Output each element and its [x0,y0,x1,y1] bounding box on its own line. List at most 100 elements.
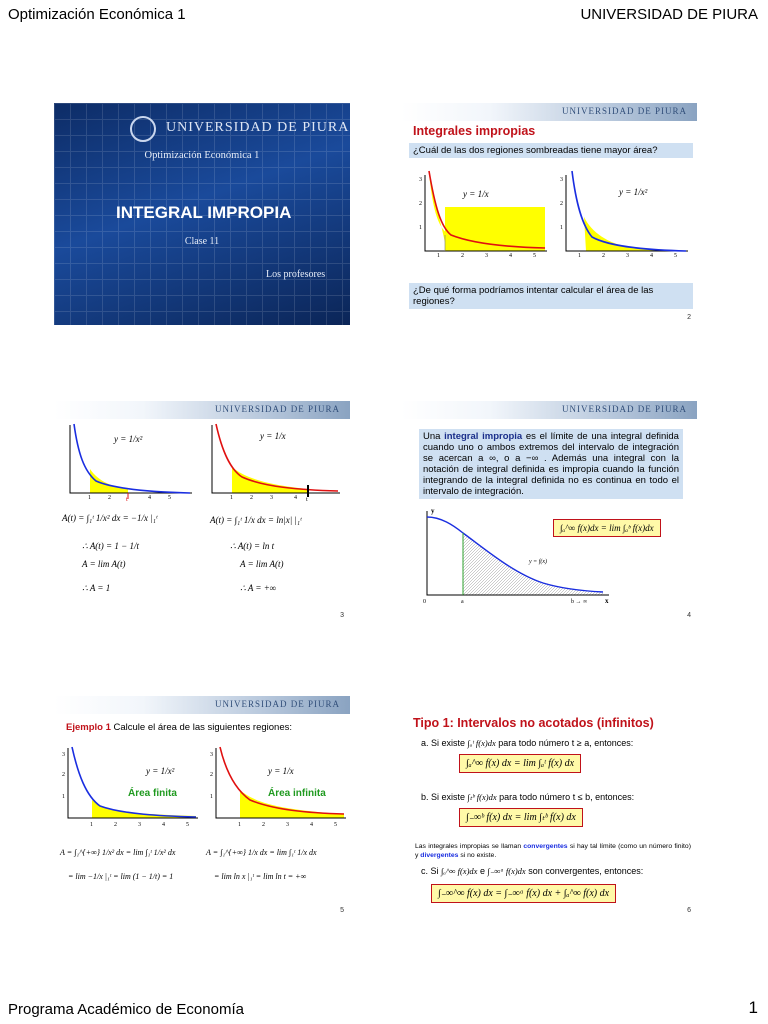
svg-text:3: 3 [286,822,289,828]
equation-left-1: A = ∫₁^{+∞} 1/x² dx = lim ∫₁ᵗ 1/x² dx [60,848,176,857]
example-text: Calcule el área de las siguientes region… [110,722,293,733]
svg-text:y: y [431,509,435,515]
example-heading: Ejemplo 1 Calcule el área de las siguien… [66,722,292,733]
definition-box: Una integral impropia es el límite de un… [419,429,683,499]
case-a-label: a. Si existe [421,738,466,748]
svg-text:4: 4 [650,253,653,259]
case-c-conj: e [479,866,485,876]
slide-banner: UNIVERSIDAD DE PIURA [401,103,697,121]
svg-text:2: 2 [560,201,563,207]
case-c-integral-1: ∫ₐ^∞ f(x)dx [441,866,478,876]
svg-text:1: 1 [88,495,91,501]
svg-text:1: 1 [419,225,422,231]
case-b-integral: ∫ₜᵇ f(x)dx [467,792,497,802]
slide-integrales-impropias: UNIVERSIDAD DE PIURA Integrales impropia… [401,103,697,325]
banner-text: UNIVERSIDAD DE PIURA [562,404,687,414]
graph-left-label: y = 1/x² [114,434,143,444]
slide-tipo-1: Tipo 1: Intervalos no acotados (infinito… [401,696,697,918]
svg-text:1: 1 [62,794,65,800]
curve [428,170,546,249]
svg-text:1: 1 [578,253,581,259]
svg-text:4: 4 [148,495,151,501]
equation-right-1: A(t) = ∫₁ᵗ 1/x dx = ln|x| |₁ᵗ [210,515,302,525]
svg-text:t: t [306,497,308,501]
svg-text:3: 3 [419,177,422,183]
case-b-label: b. Si existe [421,792,466,802]
banner-text: UNIVERSIDAD DE PIURA [215,699,340,709]
question-box-2: ¿De qué forma podríamos intentar calcula… [409,283,693,309]
slide-banner: UNIVERSIDAD DE PIURA [54,696,350,714]
slide-title: UNIVERSIDAD DE PIURA Optimización Económ… [54,103,350,325]
svg-text:3: 3 [560,177,563,183]
graph-right-label: y = 1/x² [619,187,648,197]
slide-main-title: INTEGRAL IMPROPIA [116,203,292,222]
graph-right: 1 2 3 4 5 3 2 1 [560,170,688,259]
header-university: UNIVERSIDAD DE PIURA [580,6,758,23]
case-c-label: c. Si [421,866,439,876]
graph-left: 1 2 3 4 5 3 2 1 [62,746,198,828]
svg-text:5: 5 [186,822,189,828]
slide-number: 2 [687,314,691,321]
case-c-text: son convergentes, entonces: [528,866,644,876]
slide-example: UNIVERSIDAD DE PIURA Ejemplo 1 Calcule e… [54,696,350,918]
convergence-note: Las integrales impropias se llaman conve… [415,842,691,860]
svg-text:2: 2 [62,772,65,778]
svg-text:4: 4 [509,253,512,259]
definition-formula: ∫ₐ^∞ f(x)dx = lim ∫ₐᵇ f(x)dx [553,519,661,537]
definition-term: integral impropia [444,431,523,442]
svg-text:5: 5 [533,253,536,259]
slide-area-calculation: UNIVERSIDAD DE PIURA 1 2 t 4 5 y = 1/x² 1 2 3 4… [54,401,350,623]
equation-right-2: = lim ln x |₁ᵗ = lim ln t = +∞ [214,872,307,881]
svg-text:1: 1 [560,225,563,231]
svg-text:3: 3 [270,495,273,501]
equation-right-4: ∴ A = +∞ [240,583,277,593]
svg-text:2: 2 [108,495,111,501]
curve [571,170,687,252]
graph-right: 1 2 3 4 5 3 2 1 [210,746,346,828]
svg-text:4: 4 [162,822,165,828]
slide-definition: UNIVERSIDAD DE PIURA Una integral improp… [401,401,697,623]
case-a-formula: ∫ₐ^∞ f(x) dx = lim ∫ₐᵗ f(x) dx [459,754,582,773]
svg-text:2: 2 [419,201,422,207]
curve-label: y = f(x) [528,558,547,565]
svg-text:5: 5 [334,822,337,828]
note-divergent: divergentes [420,852,459,859]
slide-number: 5 [340,907,344,914]
slide-number: 6 [687,907,691,914]
question-box: ¿Cuál de las dos regiones sombreadas tie… [409,143,693,158]
case-a: a. Si existe ∫ₐᵗ f(x)dx para todo número… [421,738,633,748]
definition-text: es el límite de una integral definida cu… [423,431,679,497]
case-b-formula: ∫₋∞ᵇ f(x) dx = lim ∫ₜᵇ f(x) dx [459,808,583,827]
graph-right-label: y = 1/x [268,766,294,776]
equation-left-2: = lim −1/x |₁ᵗ = lim (1 − 1/t) = 1 [68,872,174,881]
banner-text: UNIVERSIDAD DE PIURA [562,106,687,116]
header-course: Optimización Económica 1 [8,6,186,23]
slide-heading: Integrales impropias [413,124,536,138]
svg-text:b → ∞: b → ∞ [571,599,587,605]
svg-text:1: 1 [210,794,213,800]
graph-right-label: y = 1/x [260,431,286,441]
graph-left: 1 2 t 4 5 [69,423,192,501]
page-footer: Programa Académico de Economía 1 [8,998,758,1018]
svg-text:1: 1 [238,822,241,828]
note-text: Las integrales impropias se llaman [415,843,524,850]
case-b-text: para todo número t ≤ b, entonces: [499,792,635,802]
page-header: Optimización Económica 1 UNIVERSIDAD DE … [8,6,758,26]
case-a-integral: ∫ₐᵗ f(x)dx [467,738,496,748]
equation-left-3: A = lim A(t) [82,559,126,569]
svg-text:1: 1 [90,822,93,828]
svg-text:3: 3 [138,822,141,828]
equation-right-3: A = lim A(t) [240,559,284,569]
note-text: si hay tal límite (como un número finito… [415,843,691,859]
case-c-integral-2: ∫₋∞ᵃ f(x)dx [487,866,526,876]
svg-text:t: t [126,497,128,501]
footer-program: Programa Académico de Economía [8,1001,244,1018]
note-convergent: convergentes [523,843,568,850]
svg-text:5: 5 [674,253,677,259]
svg-text:2: 2 [262,822,265,828]
improper-integral-graph: y = f(x) y x 0 a b → ∞ [423,509,609,605]
slide-heading: Tipo 1: Intervalos no acotados (infinito… [413,716,654,730]
slide-number: 4 [687,612,691,619]
graph-right: 1 2 3 4 t [211,423,340,501]
svg-text:x: x [605,597,609,605]
